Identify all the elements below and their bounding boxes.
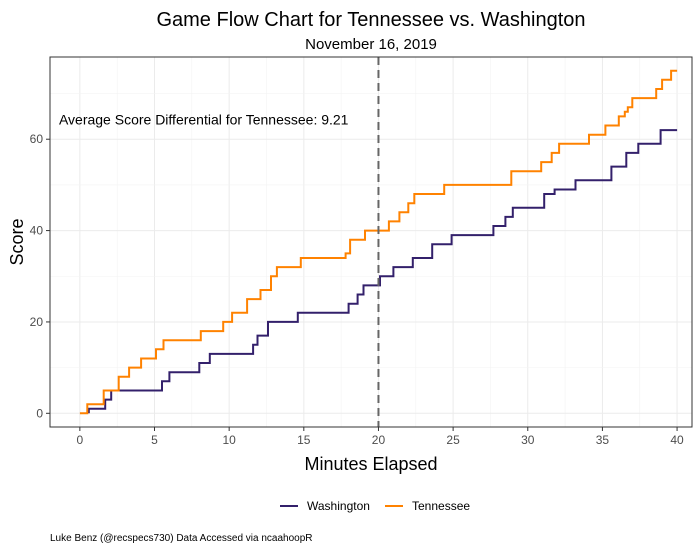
legend: Washington Tennessee [280,499,470,513]
x-tick-label: 40 [670,433,684,447]
x-tick-label: 30 [521,433,535,447]
score-differential-annotation: Average Score Differential for Tennessee… [59,112,349,128]
plot-border [49,56,693,428]
y-tick-label: 40 [30,224,44,238]
x-tick-label: 35 [596,433,610,447]
x-tick-label: 15 [297,433,311,447]
y-axis: 0 20 40 60 [30,132,50,420]
y-tick-label: 60 [30,132,44,146]
x-tick-label: 5 [151,433,158,447]
x-tick-label: 25 [446,433,460,447]
y-tick-label: 20 [30,315,44,329]
chart-caption: Luke Benz (@recspecs730) Data Accessed v… [50,533,313,544]
x-axis-title: Minutes Elapsed [304,454,437,474]
y-tick-label: 0 [36,406,43,420]
series-line-washington [87,129,678,414]
x-axis: 0 5 10 15 20 25 30 35 40 [77,427,684,447]
chart-title: Game Flow Chart for Tennessee vs. Washin… [156,9,585,31]
series-layer [79,69,678,415]
legend-label-tennessee: Tennessee [412,499,470,513]
x-tick-label: 10 [222,433,236,447]
legend-label-washington: Washington [307,499,370,513]
y-axis-title: Score [7,218,27,265]
plot-panel: Average Score Differential for Tennessee… [49,56,693,428]
x-tick-label: 0 [77,433,84,447]
plot-background [50,57,692,427]
series-line-tennessee [79,69,678,415]
x-tick-label: 20 [372,433,386,447]
chart-subtitle: November 16, 2019 [305,36,437,53]
